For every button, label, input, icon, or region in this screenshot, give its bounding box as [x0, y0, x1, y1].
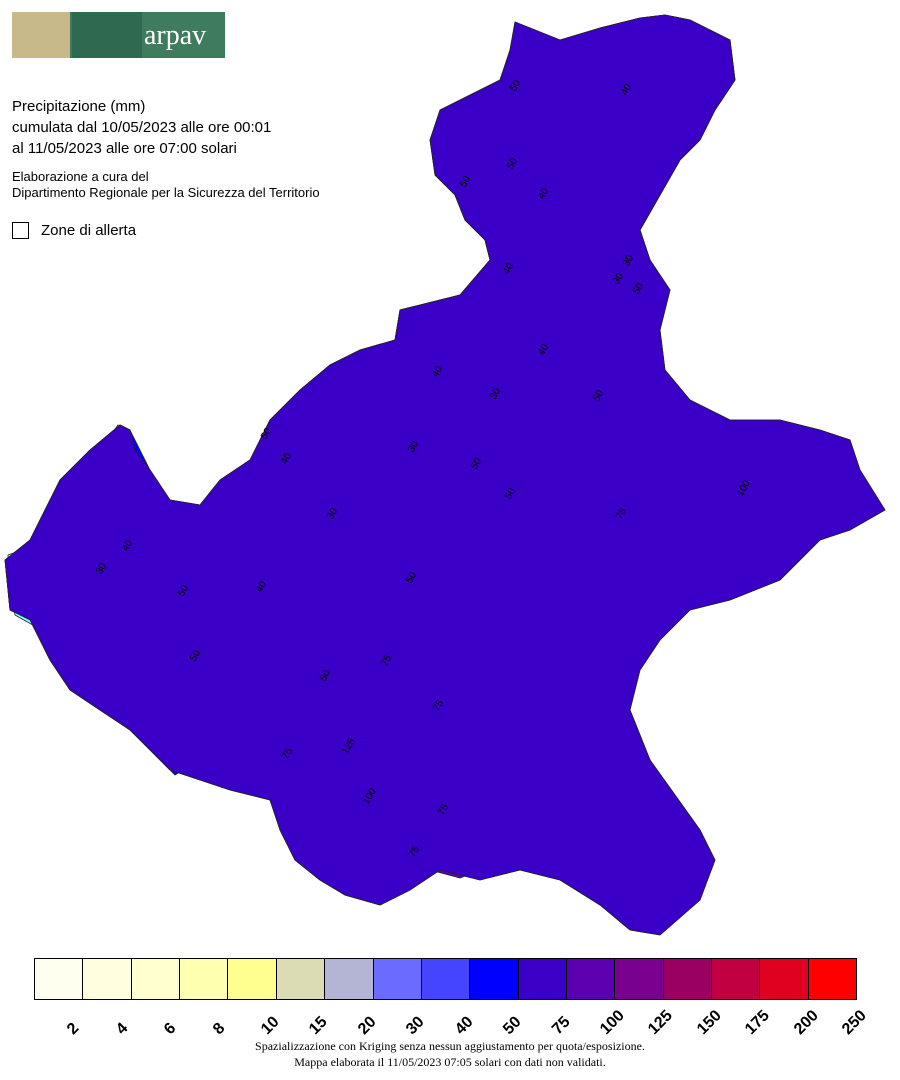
- arpav-logo: arpav: [12, 12, 225, 58]
- scale-tick-label: 6: [161, 1019, 180, 1039]
- contour-label: 50: [505, 156, 520, 172]
- scale-tick-label: 200: [790, 1007, 822, 1039]
- contour-label: 30: [621, 253, 636, 269]
- scale-tick-label: 50: [500, 1013, 525, 1039]
- scale-tick-label: 250: [839, 1007, 870, 1039]
- footer-line-1: Spazializzazione con Kriging senza nessu…: [255, 1039, 645, 1053]
- contour-label: 30: [611, 271, 626, 287]
- scale-tick-label: 125: [645, 1007, 677, 1039]
- contour-label: 40: [536, 186, 551, 202]
- contour-label: 75: [407, 844, 422, 860]
- color-scale-ticks: 2 4 6 8 10 15 20 30 40 50 75 100 125 150 175 200 250: [34, 1004, 869, 1038]
- color-swatch: [373, 959, 422, 999]
- title-block: Precipitazione (mm) cumulata dal 10/05/2…: [12, 96, 271, 159]
- contour-label: 75: [614, 506, 629, 522]
- map-title: Precipitazione (mm): [12, 98, 146, 115]
- contour-label: 40: [254, 579, 269, 595]
- scale-tick-label: 30: [403, 1013, 428, 1039]
- color-swatch: [131, 959, 181, 999]
- scale-tick-label: 2: [64, 1019, 83, 1039]
- contour-label: 50: [259, 426, 274, 442]
- contour-label: 50: [404, 570, 419, 586]
- scale-tick-label: 4: [112, 1019, 132, 1039]
- scale-tick-label: 150: [693, 1007, 725, 1039]
- contour-label: 75: [436, 802, 451, 818]
- zone-square-icon: [12, 222, 29, 239]
- scale-tick-label: 40: [451, 1013, 477, 1039]
- color-swatch: [35, 959, 84, 999]
- scale-tick-label: 8: [209, 1019, 228, 1039]
- contour-label: 50: [458, 174, 473, 190]
- color-swatch: [180, 959, 229, 999]
- color-swatch: [421, 959, 471, 999]
- color-swatch: [663, 959, 713, 999]
- color-swatch: [228, 959, 277, 999]
- footer: Spazializzazione con Kriging senza nessu…: [0, 1038, 900, 1070]
- color-swatch: [83, 959, 132, 999]
- credit-block: Elaborazione a cura del Dipartimento Reg…: [12, 169, 320, 201]
- contour-label: 75: [280, 746, 295, 762]
- logo-text: arpav: [144, 20, 207, 51]
- contour-labels: 50 40 50 50 40 30 30 40 50 30 40 50 30 50 40 50 40 50 30 40…: [94, 78, 753, 860]
- contour-label: 75: [431, 698, 446, 714]
- color-swatch: [615, 959, 664, 999]
- contour-label: 40: [501, 261, 516, 277]
- contour-label: 50: [176, 583, 191, 599]
- color-swatch: [808, 959, 857, 999]
- color-swatch: [470, 959, 519, 999]
- contour-label: 30: [325, 506, 340, 522]
- contour-label: 40: [120, 538, 135, 554]
- scale-tick-label: 10: [258, 1013, 283, 1039]
- color-swatch: [518, 959, 567, 999]
- contour-label: 40: [430, 364, 445, 380]
- footer-line-2: Mappa elaborata il 11/05/2023 07:05 sola…: [294, 1055, 606, 1069]
- contour-label: 50: [631, 281, 646, 297]
- contour-label: 30: [94, 561, 109, 577]
- contour-label: 50: [188, 648, 203, 664]
- zone-legend: Zone di allerta: [12, 222, 136, 239]
- contour-label: 50: [591, 388, 606, 404]
- contour-label: 30: [488, 386, 503, 402]
- scale-tick-label: 15: [306, 1013, 332, 1039]
- scale-tick-label: 20: [354, 1013, 380, 1039]
- scale-tick-label: 75: [548, 1013, 574, 1039]
- contour-label: 40: [279, 451, 294, 467]
- color-swatch: [276, 959, 326, 999]
- contour-label: 30: [406, 439, 421, 455]
- credit-line-1: Elaborazione a cura del: [12, 169, 149, 184]
- color-scale-bar: [34, 958, 857, 1000]
- color-swatch: [712, 959, 761, 999]
- contour-label: 40: [536, 342, 551, 358]
- period-line-1: cumulata dal 10/05/2023 alle ore 00:01: [12, 119, 272, 136]
- color-swatch: [325, 959, 374, 999]
- arpav-mark-icon: [72, 12, 142, 58]
- contour-label: 50: [469, 456, 484, 472]
- precipitation-map: 50 40 50 50 40 30 30 40 50 30 40 50 30 50 40 50 40 50 30 40…: [4, 14, 886, 936]
- contour-label: 40: [619, 82, 634, 98]
- contour-label: 50: [318, 668, 333, 684]
- scale-tick-label: 100: [596, 1007, 628, 1039]
- color-swatch: [760, 959, 809, 999]
- contour-label: 75: [379, 653, 394, 669]
- lion-emblem-icon: [12, 12, 70, 58]
- credit-line-2: Dipartimento Regionale per la Sicurezza …: [12, 185, 320, 200]
- color-swatch: [566, 959, 616, 999]
- zone-legend-label: Zone di allerta: [41, 222, 137, 239]
- period-line-2: al 11/05/2023 alle ore 07:00 solari: [12, 140, 237, 157]
- contour-label: 50: [508, 78, 523, 94]
- contour-label: 50: [503, 486, 518, 502]
- scale-tick-label: 175: [742, 1007, 774, 1039]
